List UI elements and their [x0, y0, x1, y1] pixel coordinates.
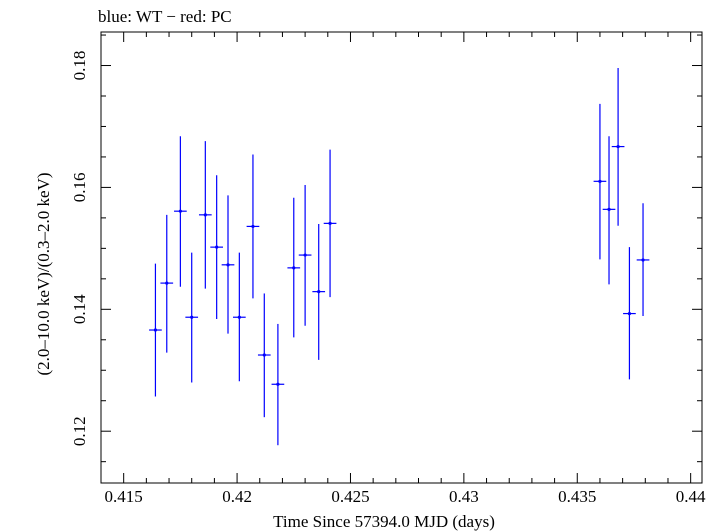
data-point	[323, 149, 337, 298]
point-marker	[237, 315, 241, 319]
x-tick-label: 0.415	[105, 487, 143, 506]
point-marker	[215, 245, 219, 249]
data-point	[593, 103, 607, 260]
y-tick-label: 0.12	[70, 416, 89, 446]
point-marker	[641, 258, 645, 262]
point-marker	[616, 144, 620, 149]
y-tick-label: 0.18	[70, 51, 89, 81]
point-marker	[226, 263, 230, 267]
chart-title: blue: WT − red: PC	[98, 7, 232, 26]
data-point	[246, 154, 260, 299]
plot-frame	[100, 31, 703, 484]
data-point	[160, 214, 174, 353]
data-point	[611, 67, 625, 226]
point-marker	[627, 311, 632, 316]
data-point	[312, 223, 326, 360]
point-marker	[190, 315, 194, 319]
data-point	[257, 293, 271, 418]
x-tick-label: 0.425	[331, 487, 369, 506]
y-axis-label: (2.0–10.0 keV)/(0.3–2.0 keV)	[34, 172, 53, 375]
y-tick-label: 0.14	[70, 294, 89, 324]
point-marker	[303, 253, 307, 257]
point-marker	[607, 207, 611, 211]
x-tick-label: 0.44	[676, 487, 706, 506]
point-marker	[292, 266, 296, 270]
x-tick-label: 0.43	[449, 487, 479, 506]
data-point	[185, 252, 199, 383]
point-marker	[165, 281, 169, 285]
point-marker	[276, 382, 280, 386]
point-marker	[153, 328, 158, 332]
point-marker	[251, 224, 255, 229]
data-point	[623, 247, 636, 380]
x-tick-label: 0.42	[222, 487, 252, 506]
x-axis-label: Time Since 57394.0 MJD (days)	[273, 512, 495, 531]
data-point	[221, 195, 235, 334]
data-point	[271, 323, 285, 446]
point-marker	[203, 213, 207, 217]
point-marker	[328, 221, 332, 225]
data-point	[287, 197, 301, 338]
x-tick-label: 0.435	[558, 487, 596, 506]
data-point	[298, 184, 312, 326]
y-tick-label: 0.16	[70, 173, 89, 203]
data-points	[149, 67, 650, 446]
data-point	[636, 203, 650, 317]
axis-ticks	[101, 32, 702, 483]
data-point	[174, 136, 187, 287]
point-marker	[178, 209, 182, 213]
data-point	[149, 263, 162, 397]
point-marker	[262, 353, 266, 357]
data-point	[198, 141, 212, 289]
point-marker	[317, 290, 321, 294]
data-point	[210, 175, 224, 320]
data-point	[232, 252, 246, 382]
axis-tick-labels: 0.415 0.42 0.425 0.43 0.435 0.44 0.12 0.14 0.16 0…	[70, 51, 706, 506]
point-marker	[598, 179, 602, 183]
data-point	[602, 136, 616, 285]
